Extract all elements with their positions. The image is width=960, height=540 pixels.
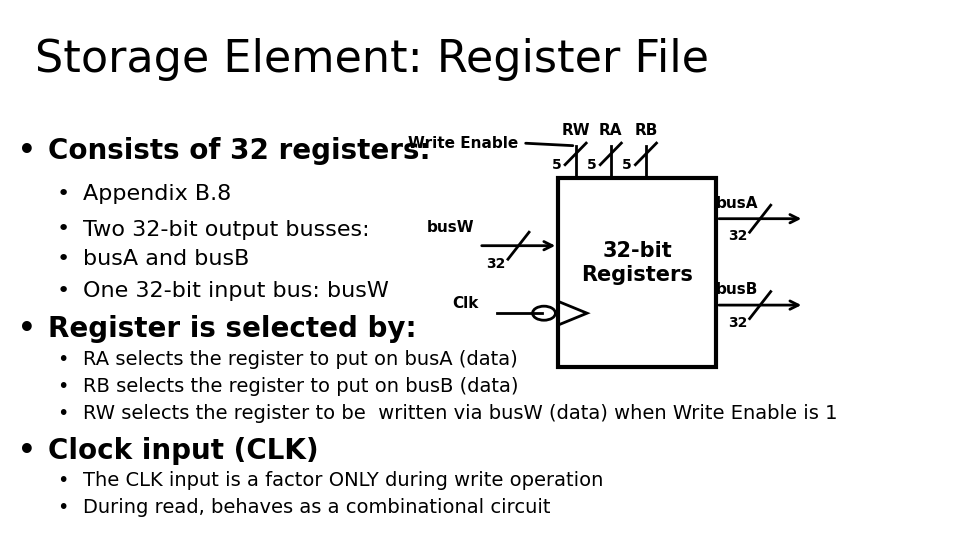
Text: RW selects the register to be  written via busW (data) when Write Enable is 1: RW selects the register to be written vi… [84,403,838,423]
Text: 32: 32 [729,316,748,330]
Text: 5: 5 [587,158,597,172]
Text: busA and busB: busA and busB [84,249,250,269]
Text: RA: RA [599,123,622,138]
Text: •: • [17,315,36,343]
Text: Registers: Registers [581,265,693,286]
Text: 32: 32 [729,230,748,244]
Text: •: • [58,249,70,269]
Text: •: • [58,219,70,240]
Text: •: • [58,184,70,205]
Text: busW: busW [427,220,474,235]
Text: Consists of 32 registers:: Consists of 32 registers: [48,137,431,165]
Text: The CLK input is a factor ONLY during write operation: The CLK input is a factor ONLY during wr… [84,471,604,490]
Text: •: • [58,280,70,301]
Text: 32: 32 [486,256,505,271]
Text: RW: RW [562,123,590,138]
Bar [558,178,716,367]
Text: Appendix B.8: Appendix B.8 [84,184,231,205]
Text: RA selects the register to put on busA (data): RA selects the register to put on busA (… [84,349,518,369]
Text: One 32-bit input bus: busW: One 32-bit input bus: busW [84,280,390,301]
Text: Clk: Clk [452,295,479,310]
Text: 32-bit: 32-bit [602,241,672,261]
Text: Clock input (CLK): Clock input (CLK) [48,437,319,465]
Text: 5: 5 [622,158,632,172]
Text: Storage Element: Register File: Storage Element: Register File [36,38,709,81]
Text: RB: RB [635,123,658,138]
Text: Two 32-bit output busses:: Two 32-bit output busses: [84,219,371,240]
Text: Write Enable: Write Enable [408,136,518,151]
Text: Register is selected by:: Register is selected by: [48,315,417,343]
Text: During read, behaves as a combinational circuit: During read, behaves as a combinational … [84,498,551,517]
Text: 5: 5 [552,158,562,172]
Text: busA: busA [716,195,758,211]
Text: •: • [58,349,68,369]
Text: busB: busB [716,282,758,297]
Text: •: • [58,376,68,396]
Text: •: • [58,403,68,423]
Text: •: • [17,137,36,165]
Text: RB selects the register to put on busB (data): RB selects the register to put on busB (… [84,376,519,396]
Text: •: • [17,437,36,465]
Text: •: • [58,471,68,490]
Text: •: • [58,498,68,517]
